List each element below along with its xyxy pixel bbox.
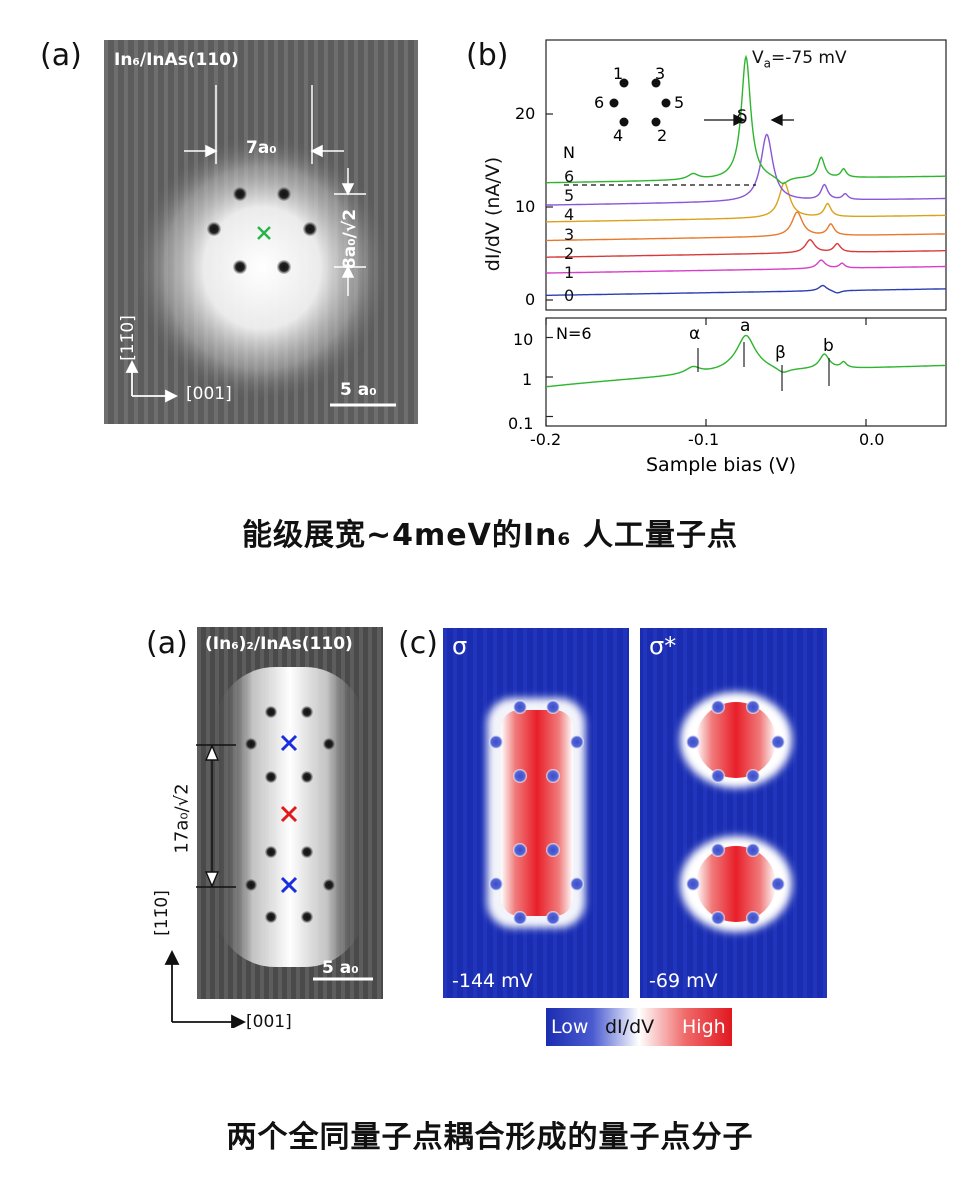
- sigma-star-label: σ*: [649, 632, 677, 660]
- top-stm-image: [104, 40, 418, 424]
- top-scale-label: 5 a₀: [340, 380, 377, 400]
- bottom-stm-image: [197, 627, 383, 999]
- curve-n3: [545, 211, 946, 242]
- width-dimension-arrows: [184, 85, 344, 164]
- sigma-label: σ: [452, 632, 468, 660]
- curve-label-4: 4: [564, 205, 575, 224]
- lower-n-label: N=6: [556, 324, 592, 343]
- x-tick-neg-0-2: -0.2: [530, 430, 562, 449]
- top-adatoms: [207, 187, 317, 274]
- top-axis-horizontal: [001]: [186, 384, 232, 404]
- curve-n2: [546, 238, 946, 258]
- top-axis-vertical: [11̄0]: [118, 315, 138, 361]
- bottom-panel-c-label: (c): [398, 626, 438, 661]
- y-tick-0: 0: [525, 290, 536, 309]
- x-axis-label: Sample bias (V): [646, 454, 797, 476]
- colorbar: [546, 1008, 732, 1046]
- axis-arrows: [125, 359, 179, 403]
- atom-label-1: 1: [613, 64, 624, 83]
- top-panel-b-label: (b): [466, 38, 509, 73]
- top-caption: 能级展宽~4meV的In₆ 人工量子点: [242, 518, 738, 553]
- voltage-symbol: V: [752, 48, 764, 68]
- sigma-star-map: [640, 628, 827, 998]
- lower-y-tick-0-1: 0.1: [508, 414, 534, 433]
- center-cross-marker: [257, 226, 271, 240]
- y-tick-20: 20: [515, 104, 536, 123]
- bottom-axis-vertical: [11̄0]: [152, 890, 172, 936]
- atom-label-5: 5: [674, 93, 685, 112]
- peak-label-beta: β: [775, 343, 786, 363]
- n-header: N: [563, 143, 575, 162]
- lower-y-tick-1: 1: [522, 370, 533, 389]
- x-tick-neg-0-1: -0.1: [688, 430, 720, 449]
- voltage-value: =-75 mV: [771, 48, 847, 68]
- bottom-axis-arrows: [164, 949, 247, 1028]
- curve-n4: [545, 181, 946, 223]
- top-panel-a-label: (a): [40, 38, 82, 73]
- curve-label-2: 2: [564, 244, 575, 263]
- atom-arrangement-inset: [609, 78, 671, 127]
- atom-label-6: 6: [594, 93, 605, 112]
- peak-markers: [697, 342, 830, 391]
- curve-lower-n6: [545, 334, 946, 388]
- bottom-caption: 两个全同量子点耦合形成的量子点分子: [226, 1120, 754, 1155]
- peak-label-b: b: [823, 336, 834, 356]
- width-dimension-label: 7a₀: [246, 138, 277, 158]
- bottom-image-title: (In₆)₂/InAs(110): [205, 634, 353, 654]
- peak-label-alpha: α: [689, 324, 701, 344]
- sigma-bias-label: -144 mV: [452, 970, 533, 992]
- atom-label-3: 3: [655, 64, 666, 83]
- bottom-cross-markers: [280, 734, 298, 894]
- colorbar-low-label: Low: [551, 1016, 589, 1038]
- bottom-axis-horizontal: [001]: [246, 1012, 292, 1032]
- didv-maps: [443, 628, 827, 998]
- sigma-star-bias-label: -69 mV: [649, 970, 718, 992]
- atom-label-4: 4: [613, 126, 624, 145]
- curve-n5: [546, 133, 946, 206]
- sigma-map: [443, 628, 629, 998]
- height-dimension-arrows: [334, 168, 366, 296]
- curve-n1: [546, 259, 946, 274]
- bottom-adatoms: [245, 706, 335, 923]
- x-tick-0-0: 0.0: [859, 430, 885, 449]
- delta-arrows: [704, 113, 794, 127]
- y-axis-label: dI/dV (nA/V): [482, 156, 504, 272]
- separation-dimension: [196, 744, 236, 888]
- spectra-chart: [545, 39, 947, 427]
- curve-label-1: 1: [564, 263, 575, 282]
- atom-label-2: 2: [657, 126, 668, 145]
- voltage-subscript: a: [763, 56, 771, 71]
- bottom-scale-label: 5 a₀: [322, 958, 359, 978]
- curve-label-3: 3: [564, 225, 575, 244]
- colorbar-mid-label: dI/dV: [605, 1016, 655, 1038]
- height-dimension-label: 8a₀/√2: [340, 208, 360, 270]
- curve-n6: [546, 54, 946, 185]
- delta-label: δ: [736, 106, 748, 128]
- peak-label-a: a: [740, 316, 751, 336]
- curve-n0: [546, 284, 946, 296]
- y-tick-10: 10: [515, 197, 536, 216]
- lower-plot-frame: [545, 317, 947, 427]
- curve-label-6: 6: [564, 167, 575, 186]
- upper-plot-frame: [545, 39, 947, 311]
- curve-label-0: 0: [564, 286, 575, 305]
- curve-label-5: 5: [564, 186, 575, 205]
- separation-label: 17a₀/√2: [171, 783, 193, 854]
- lower-y-tick-10: 10: [513, 330, 534, 349]
- colorbar-high-label: High: [682, 1016, 726, 1038]
- top-image-title: In₆/InAs(110): [114, 50, 239, 70]
- bottom-panel-a-label: (a): [146, 626, 188, 661]
